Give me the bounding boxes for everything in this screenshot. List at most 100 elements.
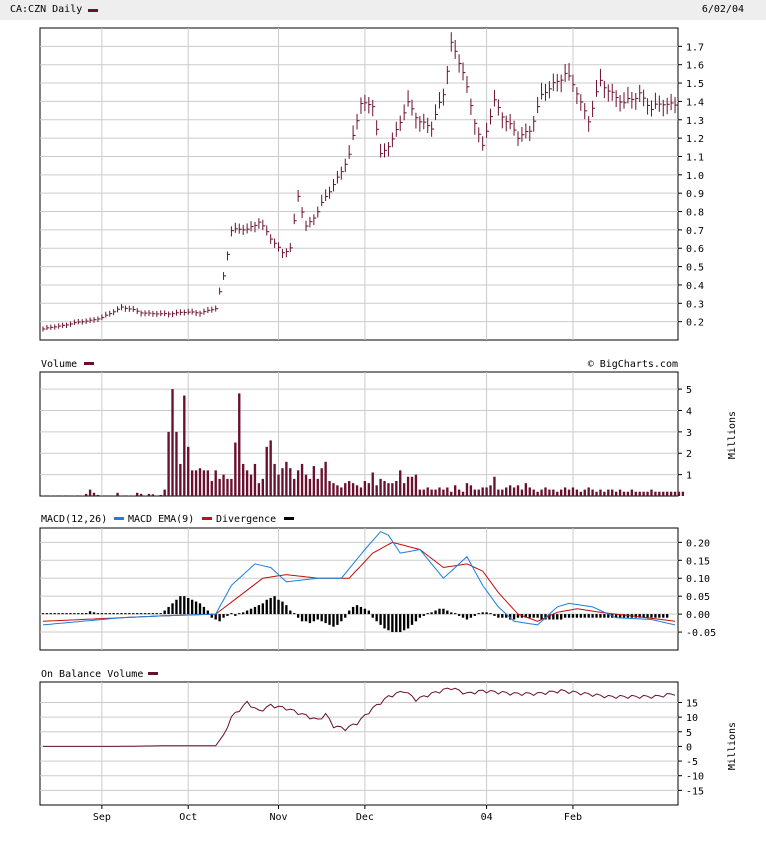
chart-title: CA:CZN Daily — [10, 4, 83, 15]
divergence-bar-56 — [261, 603, 264, 615]
volume-bar-103 — [446, 487, 449, 496]
macd-ytick-label-2: 0.10 — [686, 574, 710, 585]
obv-frame — [39, 681, 679, 806]
divergence-bar-36 — [183, 596, 186, 615]
volume-bar-63 — [289, 468, 292, 496]
divergence-bar-135 — [571, 614, 575, 618]
divergence-bar-114 — [489, 613, 492, 615]
volume-bar-42 — [206, 470, 210, 496]
volume-bar-138 — [583, 489, 586, 496]
volume-bar-68 — [308, 478, 312, 496]
volume-bar-69 — [312, 466, 316, 496]
divergence-bar-74 — [332, 614, 335, 627]
volume-bar-159 — [666, 491, 669, 496]
volume-bar-12 — [88, 489, 92, 496]
volume-bar-49 — [234, 442, 237, 496]
volume-bar-54 — [253, 463, 257, 496]
ema-legend-swatch — [202, 517, 212, 520]
divergence-bar-125 — [532, 614, 535, 618]
divergence-bar-144 — [607, 614, 610, 618]
divergence-bar-48 — [230, 613, 233, 615]
volume-bar-144 — [607, 489, 610, 496]
volume-bar-92 — [402, 483, 406, 496]
volume-bar-110 — [473, 489, 476, 496]
divergence-legend-label: Divergence — [216, 514, 276, 525]
volume-bar-52 — [245, 470, 249, 496]
price-ytick-label-5: 0.7 — [686, 226, 704, 237]
volume-bar-81 — [359, 487, 363, 496]
divergence-bar-109 — [469, 614, 473, 618]
volume-bar-84 — [371, 472, 374, 496]
volume-bar-114 — [489, 485, 492, 496]
divergence-bar-143 — [603, 614, 606, 618]
divergence-bar-108 — [465, 614, 469, 620]
obv-ytick-label-3: 0 — [686, 742, 692, 753]
divergence-bar-55 — [257, 605, 261, 615]
volume-bar-127 — [540, 489, 543, 496]
divergence-bar-128 — [544, 614, 547, 620]
obv-line — [43, 687, 676, 747]
volume-bar-131 — [556, 491, 559, 496]
divergence-bar-37 — [187, 597, 190, 615]
divergence-bar-39 — [194, 601, 198, 615]
macd-ytick-label-5: -0.05 — [686, 628, 716, 639]
volume-bar-67 — [304, 474, 308, 496]
x-tick-label-3: Dec — [356, 812, 374, 823]
divergence-bar-116 — [497, 614, 500, 618]
divergence-bar-112 — [481, 612, 484, 615]
divergence-bar-93 — [406, 614, 410, 629]
volume-bar-152 — [638, 491, 641, 496]
watermark: © BigCharts.com — [588, 359, 678, 370]
title-legend-swatch — [88, 9, 98, 12]
volume-bar-160 — [669, 491, 673, 496]
volume-bar-55 — [257, 483, 261, 496]
volume-bar-85 — [375, 485, 378, 496]
divergence-bar-59 — [273, 596, 276, 615]
volume-bar-106 — [457, 489, 461, 496]
price-ytick-label-4: 0.6 — [686, 244, 704, 255]
price-ytick-label-12: 1.4 — [686, 97, 704, 108]
obv-legend-swatch — [148, 672, 158, 675]
divergence-bar-58 — [269, 597, 272, 615]
price-ytick-label-6: 0.8 — [686, 208, 704, 219]
volume-bar-64 — [293, 478, 296, 496]
volume-panel: Volume © BigCharts.com 1 2 3 4 5 Millions — [39, 359, 738, 497]
divergence-bar-17 — [108, 613, 111, 615]
macd-panel: MACD(12,26) MACD EMA(9) Divergence 0.20 0.15… — [39, 514, 716, 651]
volume-bar-60 — [277, 474, 280, 496]
divergence-bar-153 — [642, 614, 645, 618]
volume-bar-58 — [269, 440, 272, 496]
volume-bar-45 — [218, 478, 221, 496]
volume-bar-149 — [626, 491, 630, 496]
volume-bar-76 — [340, 487, 343, 496]
x-axis: Sep Oct Nov Dec 04 Feb — [93, 805, 582, 823]
divergence-bar-26 — [143, 613, 147, 615]
divergence-bar-4 — [57, 613, 60, 615]
divergence-bar-110 — [473, 614, 476, 616]
price-panel: 0.2 0.3 0.4 0.5 0.6 0.7 0.8 0.9 1.0 1.1 1.2 1.3 1.4 1… — [39, 27, 704, 341]
divergence-bar-64 — [293, 613, 296, 615]
volume-bar-41 — [202, 470, 206, 496]
divergence-bar-124 — [528, 614, 531, 618]
ema-legend-label: MACD EMA(9) — [128, 514, 194, 525]
divergence-bar-83 — [367, 610, 370, 615]
volume-bar-33 — [171, 389, 174, 496]
divergence-bar-66 — [300, 614, 304, 622]
volume-bar-156 — [654, 491, 657, 496]
volume-bar-72 — [324, 461, 327, 496]
volume-bar-30 — [159, 494, 162, 496]
divergence-bar-33 — [171, 603, 174, 615]
volume-bar-57 — [265, 446, 268, 496]
macd-ytick-label-1: 0.15 — [686, 556, 710, 567]
divergence-bar-45 — [218, 614, 221, 622]
divergence-bar-146 — [614, 614, 618, 618]
volume-ytick-label-4: 5 — [686, 385, 692, 396]
divergence-bar-42 — [206, 610, 210, 615]
volume-bar-145 — [611, 489, 614, 496]
volume-bar-88 — [387, 483, 390, 496]
volume-bar-48 — [230, 478, 233, 496]
price-ytick-label-14: 1.6 — [686, 61, 704, 72]
volume-bar-111 — [477, 489, 480, 496]
volume-bar-98 — [426, 487, 429, 496]
divergence-bar-88 — [387, 614, 390, 631]
